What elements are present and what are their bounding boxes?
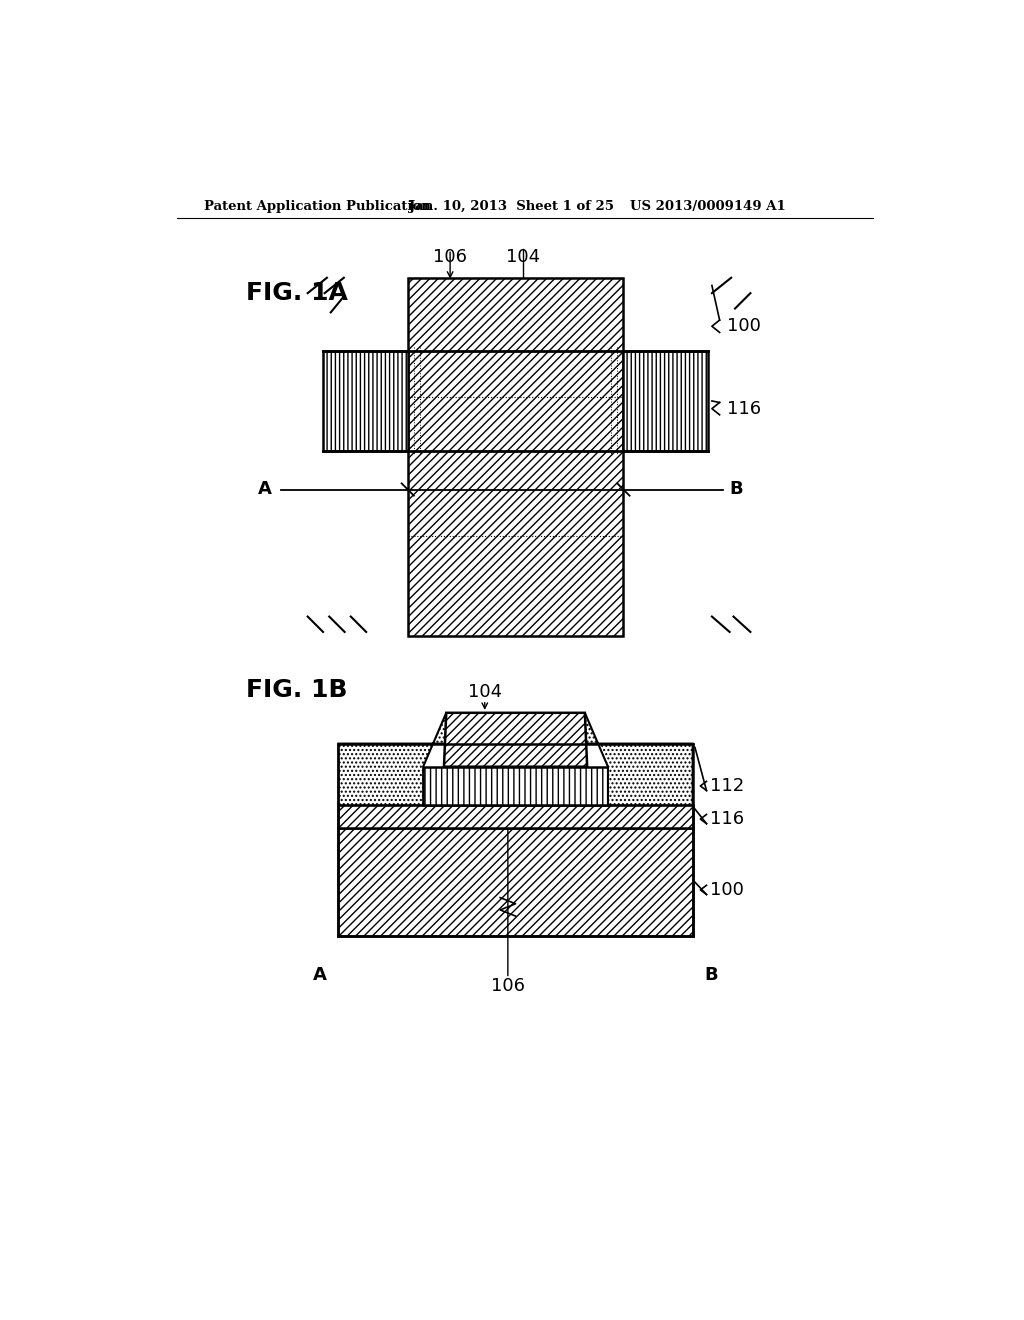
Polygon shape [444, 713, 587, 767]
Polygon shape [339, 713, 446, 805]
Bar [339, 805, 692, 829]
Text: 116: 116 [727, 400, 762, 417]
Text: B: B [705, 966, 718, 983]
Text: 104: 104 [506, 248, 541, 265]
Text: A: A [313, 966, 327, 983]
Bar [339, 829, 692, 936]
Text: FIG. 1B: FIG. 1B [246, 677, 347, 702]
Text: B: B [730, 480, 743, 499]
Text: 116: 116 [711, 810, 744, 828]
Text: 106: 106 [490, 977, 525, 995]
Text: Jan. 10, 2013  Sheet 1 of 25: Jan. 10, 2013 Sheet 1 of 25 [410, 199, 614, 213]
Polygon shape [585, 713, 692, 805]
Text: Patent Application Publication: Patent Application Publication [204, 199, 430, 213]
Text: 100: 100 [727, 317, 761, 335]
Text: A: A [258, 480, 271, 499]
Text: FIG. 1A: FIG. 1A [246, 281, 348, 305]
Text: 100: 100 [711, 880, 744, 899]
Bar [423, 767, 608, 805]
Text: 104: 104 [468, 682, 502, 701]
Bar [408, 277, 624, 636]
Bar [323, 351, 408, 451]
Bar [624, 351, 708, 451]
Text: 106: 106 [433, 248, 467, 265]
Text: US 2013/0009149 A1: US 2013/0009149 A1 [630, 199, 785, 213]
Text: 112: 112 [711, 777, 744, 795]
